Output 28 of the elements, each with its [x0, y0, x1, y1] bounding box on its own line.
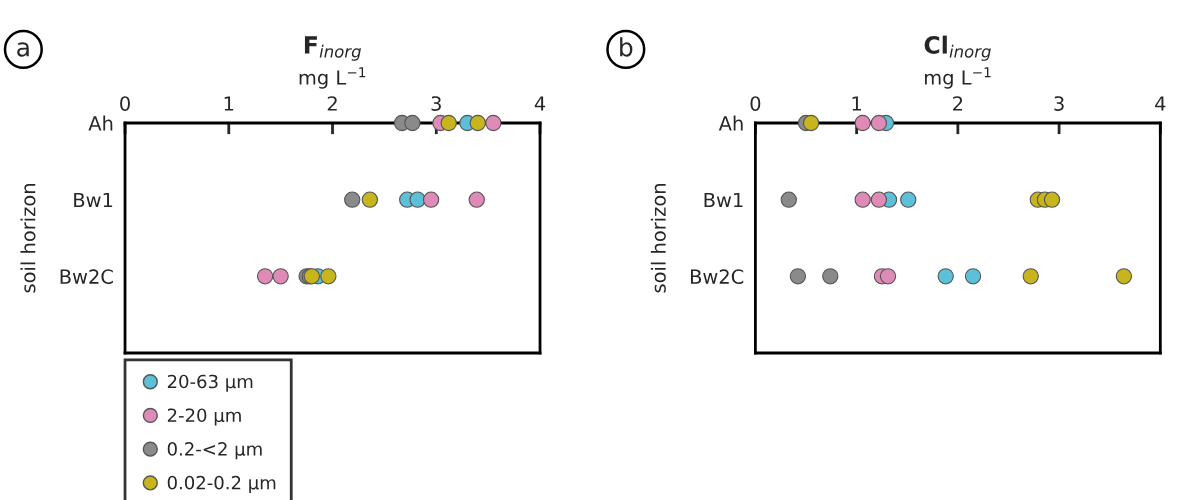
legend-label: 20-63 µm — [167, 374, 253, 392]
x-axis-title: mg L$^{−1}$ — [299, 67, 366, 89]
y-tick-label: Bw2C — [691, 269, 744, 284]
y-tick-label: Bw1 — [74, 192, 113, 208]
y-tick-label: Ah — [88, 115, 113, 131]
x-tick-label: 0 — [750, 96, 761, 111]
x-tick-label: 2 — [327, 96, 337, 111]
x-axis-title: mg L$^{−1}$ — [925, 67, 991, 89]
x-tick-label: 0 — [120, 96, 130, 111]
legend-label: 2-20 µm — [167, 408, 241, 426]
x-tick-label: 3 — [1054, 96, 1064, 111]
y-tick-label: Bw2C — [60, 269, 113, 284]
y-axis-title: soil horizon — [20, 184, 36, 293]
x-tick-label: 3 — [431, 96, 441, 111]
chart-title: Cl$_{inorg}$ — [924, 35, 991, 61]
y-axis-title: soil horizon — [650, 184, 666, 293]
x-tick-label: 2 — [953, 96, 963, 111]
x-tick-label: 1 — [852, 96, 862, 111]
x-tick-label: 4 — [1155, 96, 1166, 111]
legend-label: 0.2-<2 µm — [167, 442, 262, 460]
text: b — [620, 37, 633, 57]
x-tick-label: 1 — [224, 96, 234, 111]
y-tick-label: Ah — [718, 115, 743, 131]
chart-title: F$_{inorg}$ — [304, 36, 361, 61]
x-tick-label: 4 — [534, 96, 546, 111]
legend-label: 0.02-0.2 µm — [167, 475, 276, 493]
y-tick-label: Bw1 — [704, 192, 743, 208]
text: a — [17, 42, 29, 57]
